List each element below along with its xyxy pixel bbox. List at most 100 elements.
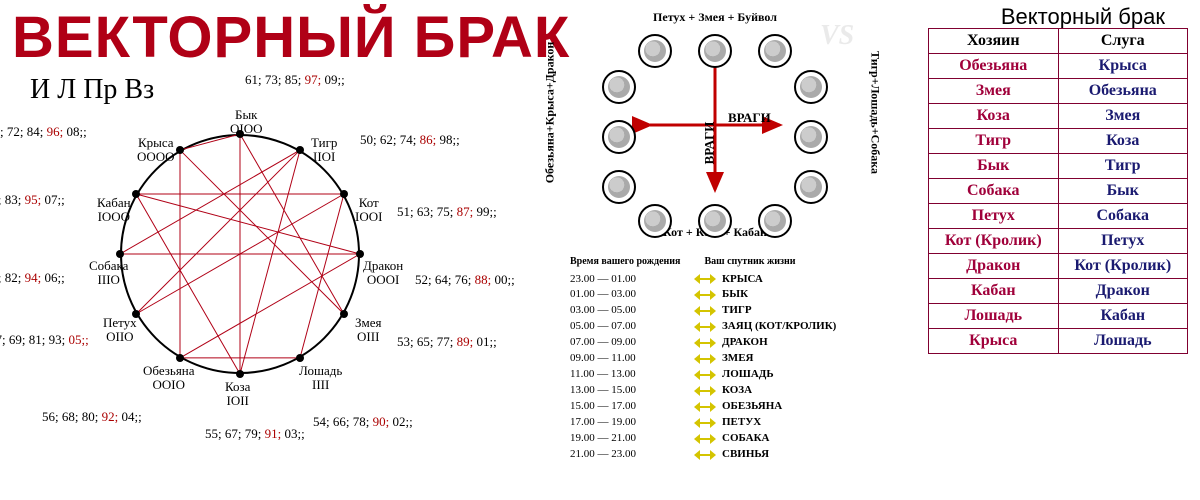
time-arrow-icon: [694, 338, 716, 348]
pair-c2: Бык: [1058, 179, 1188, 204]
year-label-5: 54; 66; 78; 90; 02;;: [313, 414, 413, 430]
node-11: [176, 146, 184, 154]
node-4: [340, 310, 348, 318]
time-arrow-icon: [694, 290, 716, 300]
node-7: [176, 354, 184, 362]
badge-3: [794, 70, 828, 104]
time-hdr2: Ваш спутник жизни: [704, 255, 795, 270]
year-label-9: 58; 70; 82; 94; 06;;: [0, 270, 65, 286]
time-range: 17.00 — 19.00: [570, 415, 688, 431]
time-arrow-icon: [694, 322, 716, 332]
time-header: Время вашего рождения Ваш спутник жизни: [570, 255, 836, 270]
pair-row-6: ПетухСобака: [929, 204, 1188, 229]
pair-c2: Петух: [1058, 229, 1188, 254]
pair-row-8: ДраконКот (Кролик): [929, 254, 1188, 279]
year-label-8: 57; 69; 81; 93; 05;;: [0, 332, 89, 348]
square-left-label: Обезьяна+Крыса+Дракон: [543, 23, 558, 203]
pair-table: ХозяинСлуга ОбезьянаКрысаЗмеяОбезьянаКоз…: [928, 28, 1188, 354]
time-range: 09.00 — 11.00: [570, 351, 688, 367]
time-arrow-icon: [694, 450, 716, 460]
pair-c2: Дракон: [1058, 279, 1188, 304]
year-label-11: 60; 72; 84; 96; 08;;: [0, 124, 87, 140]
pair-c1: Петух: [929, 204, 1059, 229]
pair-c2: Тигр: [1058, 154, 1188, 179]
pair-row-9: КабанДракон: [929, 279, 1188, 304]
time-name: ДРАКОН: [722, 335, 768, 351]
square-top-label: Петух + Змея + Буйвол: [565, 10, 865, 25]
node-label-5: ЛошадьIIII: [299, 364, 342, 393]
time-range: 01.00 — 03.00: [570, 287, 688, 303]
time-row-4: 07.00 — 09.00 ДРАКОН: [570, 335, 836, 351]
node-label-0: БыкОIОО: [230, 108, 263, 137]
time-arrow-icon: [694, 402, 716, 412]
pair-c1: Бык: [929, 154, 1059, 179]
node-3: [356, 250, 364, 258]
circle-diagram: БыкОIОО61; 73; 85; 97; 09;;ТигрIIOI50; 6…: [55, 84, 415, 444]
time-name: БЫК: [722, 287, 748, 303]
node-6: [236, 370, 244, 378]
time-name: ПЕТУХ: [722, 415, 761, 431]
pair-row-1: ЗмеяОбезьяна: [929, 79, 1188, 104]
pair-c2: Змея: [1058, 104, 1188, 129]
pair-th2: Слуга: [1058, 29, 1188, 54]
time-range: 07.00 — 09.00: [570, 335, 688, 351]
pair-c1: Лошадь: [929, 304, 1059, 329]
time-row-8: 15.00 — 17.00ОБЕЗЬЯНА: [570, 399, 836, 415]
time-arrow-icon: [694, 274, 716, 284]
pair-row-0: ОбезьянаКрыса: [929, 54, 1188, 79]
circle-ring: [120, 134, 360, 374]
node-label-3: ДраконОООI: [363, 259, 403, 288]
pair-title: Векторный брак: [1001, 4, 1165, 30]
year-label-6: 55; 67; 79; 91; 03;;: [205, 426, 305, 442]
time-range: 21.00 — 23.00: [570, 447, 688, 463]
badge-4: [794, 120, 828, 154]
node-label-1: ТигрIIOI: [311, 136, 337, 165]
year-label-2: 51; 63; 75; 87; 99;;: [397, 204, 497, 220]
time-arrow-icon: [694, 418, 716, 428]
year-label-10: 59; 71; 83; 95; 07;;: [0, 192, 65, 208]
node-label-9: СобакаIIIО: [89, 259, 128, 288]
badge-2: [758, 34, 792, 68]
badge-6: [758, 204, 792, 238]
square-box: ВРАГИ ВРАГИ: [620, 40, 810, 210]
time-row-3: 05.00 — 07.00ЗАЯЦ (КОТ/КРОЛИК): [570, 319, 836, 335]
pair-c2: Обезьяна: [1058, 79, 1188, 104]
time-row-10: 19.00 — 21.00СОБАКА: [570, 431, 836, 447]
time-row-11: 21.00 — 23.00 СВИНЬЯ: [570, 447, 836, 463]
time-arrow-icon: [694, 354, 716, 364]
pair-c2: Лошадь: [1058, 329, 1188, 354]
pair-c2: Крыса: [1058, 54, 1188, 79]
time-name: ЗМЕЯ: [722, 351, 753, 367]
enemy-label-h: ВРАГИ: [728, 110, 771, 126]
time-name: СОБАКА: [722, 431, 770, 447]
time-name: ЛОШАДЬ: [722, 367, 774, 383]
enemy-label-v: ВРАГИ: [701, 122, 717, 165]
square-diagram: Петух + Змея + Буйвол Кот + Коза + Кабан…: [565, 10, 865, 240]
time-row-1: 01.00 — 03.00 БЫК: [570, 287, 836, 303]
node-1: [296, 146, 304, 154]
pair-c1: Обезьяна: [929, 54, 1059, 79]
time-arrow-icon: [694, 386, 716, 396]
badge-0: [638, 34, 672, 68]
time-name: КОЗА: [722, 383, 752, 399]
main-title: ВЕКТОРНЫЙ БРАК: [12, 4, 570, 71]
badge-11: [602, 70, 636, 104]
time-row-2: 03.00 — 05.00 ТИГР: [570, 303, 836, 319]
year-label-1: 50; 62; 74; 86; 98;;: [360, 132, 460, 148]
pair-c2: Собака: [1058, 204, 1188, 229]
time-name: СВИНЬЯ: [722, 447, 769, 463]
time-name: КРЫСА: [722, 272, 763, 288]
pair-row-11: КрысаЛошадь: [929, 329, 1188, 354]
time-range: 13.00 — 15.00: [570, 383, 688, 399]
node-label-8: ПетухОIIО: [103, 316, 137, 345]
node-label-7: ОбезьянаООIО: [143, 364, 195, 393]
pair-row-4: БыкТигр: [929, 154, 1188, 179]
time-row-7: 13.00 — 15.00 КОЗА: [570, 383, 836, 399]
pair-c1: Змея: [929, 79, 1059, 104]
time-row-0: 23.00 — 01.00КРЫСА: [570, 272, 836, 288]
node-2: [340, 190, 348, 198]
time-row-6: 11.00 — 13.00ЛОШАДЬ: [570, 367, 836, 383]
time-range: 03.00 — 05.00: [570, 303, 688, 319]
time-hdr1: Время вашего рождения: [570, 255, 680, 270]
time-name: ТИГР: [722, 303, 752, 319]
